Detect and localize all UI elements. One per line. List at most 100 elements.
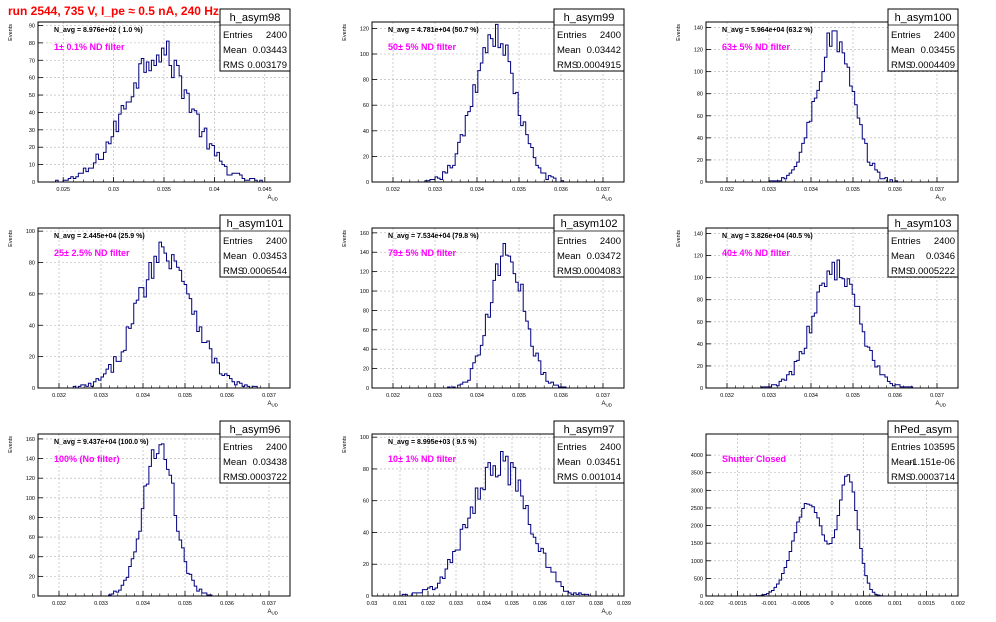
y-tick-label: 60 bbox=[697, 320, 703, 326]
stats-value-rms: 0.0004915 bbox=[576, 60, 621, 71]
y-tick-label: 120 bbox=[694, 48, 703, 54]
y-tick-label: 0 bbox=[700, 386, 703, 392]
y-tick-label: 0 bbox=[32, 180, 35, 186]
navg-label: N_avg = 8.976e+02 ( 1.0 %) bbox=[54, 27, 143, 34]
y-tick-label: 70 bbox=[29, 58, 35, 64]
x-tick-label: 0.033 bbox=[94, 393, 108, 399]
x-tick-label: 0.032 bbox=[52, 601, 66, 607]
stats-value-rms: 0.0004409 bbox=[910, 60, 955, 71]
x-tick-label: 0.035 bbox=[512, 393, 526, 399]
histogram-panel-h_asym102: 0.032 0.033 0.034 0.035 0.036 0.037 0 20 40 60 80 1… bbox=[342, 214, 625, 408]
x-tick-label: 0.03 bbox=[367, 601, 378, 607]
stats-value-rms: 0.0003714 bbox=[910, 472, 955, 483]
y-tick-label: 80 bbox=[29, 515, 35, 521]
stats-value-entries: 2400 bbox=[266, 30, 287, 41]
x-tick-label: 0.036 bbox=[888, 393, 902, 399]
run-title: run 2544, 735 V, I_pe ≈ 0.5 nA, 240 Hz bbox=[8, 4, 219, 18]
stats-value-mean: -1.151e-06 bbox=[909, 457, 955, 468]
x-tick-label: 0.039 bbox=[617, 601, 631, 607]
stats-value-rms: 0.003179 bbox=[247, 60, 287, 71]
stats-label-rms: RMS bbox=[891, 266, 912, 277]
histogram-name: h_asym97 bbox=[564, 424, 615, 436]
x-tick-label: 0.045 bbox=[258, 187, 272, 193]
histogram-line bbox=[372, 23, 624, 183]
y-axis-title: Events bbox=[8, 24, 14, 41]
x-tick-label: 0.034 bbox=[136, 393, 150, 399]
x-axis-title: AUD bbox=[601, 609, 612, 616]
y-tick-label: 60 bbox=[697, 114, 703, 120]
y-tick-label: 40 bbox=[29, 555, 35, 561]
y-tick-label: 40 bbox=[29, 323, 35, 329]
x-tick-label: 0.032 bbox=[720, 187, 734, 193]
histogram-line bbox=[372, 450, 624, 597]
histogram-name: h_asym98 bbox=[230, 12, 281, 24]
stats-value-mean: 0.03472 bbox=[587, 251, 621, 262]
y-tick-label: 0 bbox=[366, 386, 369, 392]
x-tick-label: 0.032 bbox=[720, 393, 734, 399]
histogram-line bbox=[706, 259, 958, 389]
histogram-panel-h_asym98: 0.025 0.03 0.035 0.04 0.045 0 10 20 30 40 50 60 70 80… bbox=[8, 8, 291, 202]
stats-value-entries: 2400 bbox=[600, 30, 621, 41]
y-tick-label: 60 bbox=[363, 499, 369, 505]
stats-value-mean: 0.03455 bbox=[921, 45, 955, 56]
stats-value-rms: 0.0006544 bbox=[242, 266, 287, 277]
y-tick-label: 40 bbox=[697, 136, 703, 142]
x-tick-label: 0.035 bbox=[846, 393, 860, 399]
x-tick-label: 0.037 bbox=[262, 601, 276, 607]
x-tick-label: 0.037 bbox=[596, 187, 610, 193]
y-tick-label: 100 bbox=[360, 435, 369, 441]
stats-label-mean: Mean bbox=[891, 251, 915, 262]
y-tick-label: 20 bbox=[29, 574, 35, 580]
stats-value-mean: 0.0346 bbox=[926, 251, 955, 262]
stats-box bbox=[887, 420, 959, 484]
x-tick-label: 0.033 bbox=[449, 601, 463, 607]
y-tick-label: 100 bbox=[26, 229, 35, 235]
y-tick-label: 4000 bbox=[691, 453, 703, 459]
x-tick-label: 0.001 bbox=[888, 601, 902, 607]
stats-label-rms: RMS bbox=[557, 472, 578, 483]
filter-label: 1± 0.1% ND filter bbox=[54, 42, 125, 52]
y-tick-label: 40 bbox=[363, 347, 369, 353]
histogram-panel-h_asym99: 0.032 0.033 0.034 0.035 0.036 0.037 0 20 40 60 80 1… bbox=[342, 8, 625, 202]
y-tick-label: 120 bbox=[360, 26, 369, 32]
stats-label-rms: RMS bbox=[557, 60, 578, 71]
histogram-name: h_asym103 bbox=[895, 218, 952, 230]
histogram-name: h_asym102 bbox=[561, 218, 618, 230]
filter-label: 50± 5% ND filter bbox=[388, 42, 456, 52]
histogram-line bbox=[38, 40, 290, 183]
x-tick-label: 0.033 bbox=[428, 187, 442, 193]
stats-label-entries: Entries bbox=[557, 442, 587, 453]
y-tick-label: 20 bbox=[363, 154, 369, 160]
x-tick-label: 0.034 bbox=[136, 601, 150, 607]
histogram-name: h_asym99 bbox=[564, 12, 615, 24]
x-tick-label: 0.036 bbox=[533, 601, 547, 607]
y-tick-label: 20 bbox=[363, 367, 369, 373]
y-tick-label: 40 bbox=[29, 110, 35, 116]
filter-label: 40± 4% ND filter bbox=[722, 248, 790, 258]
filter-label: 79± 5% ND filter bbox=[388, 248, 456, 258]
stats-value-mean: 0.03438 bbox=[253, 457, 287, 468]
stats-label-rms: RMS bbox=[891, 472, 912, 483]
y-tick-label: 2500 bbox=[691, 506, 703, 512]
x-axis-title: AUD bbox=[601, 195, 612, 202]
x-axis-title: AUD bbox=[935, 195, 946, 202]
y-tick-label: 100 bbox=[694, 276, 703, 282]
y-tick-label: 0 bbox=[366, 180, 369, 186]
stats-box bbox=[219, 8, 291, 72]
x-tick-label: -0.0005 bbox=[791, 601, 810, 607]
y-axis-title: Events bbox=[342, 436, 348, 453]
y-tick-label: 1000 bbox=[691, 559, 703, 565]
y-axis-title: Events bbox=[676, 24, 682, 41]
stats-box bbox=[887, 214, 959, 278]
y-tick-label: 0 bbox=[32, 594, 35, 600]
x-tick-label: 0.032 bbox=[386, 187, 400, 193]
stats-value-rms: 0.0004083 bbox=[576, 266, 621, 277]
x-tick-label: -0.001 bbox=[761, 601, 777, 607]
navg-label: N_avg = 2.445e+04 (25.9 %) bbox=[54, 233, 145, 240]
y-tick-label: 140 bbox=[694, 232, 703, 238]
y-axis-title: Events bbox=[676, 230, 682, 247]
x-tick-label: 0.025 bbox=[56, 187, 70, 193]
histogram-name: hPed_asym bbox=[894, 424, 952, 436]
x-tick-label: 0.036 bbox=[888, 187, 902, 193]
x-tick-label: 0.0015 bbox=[918, 601, 935, 607]
